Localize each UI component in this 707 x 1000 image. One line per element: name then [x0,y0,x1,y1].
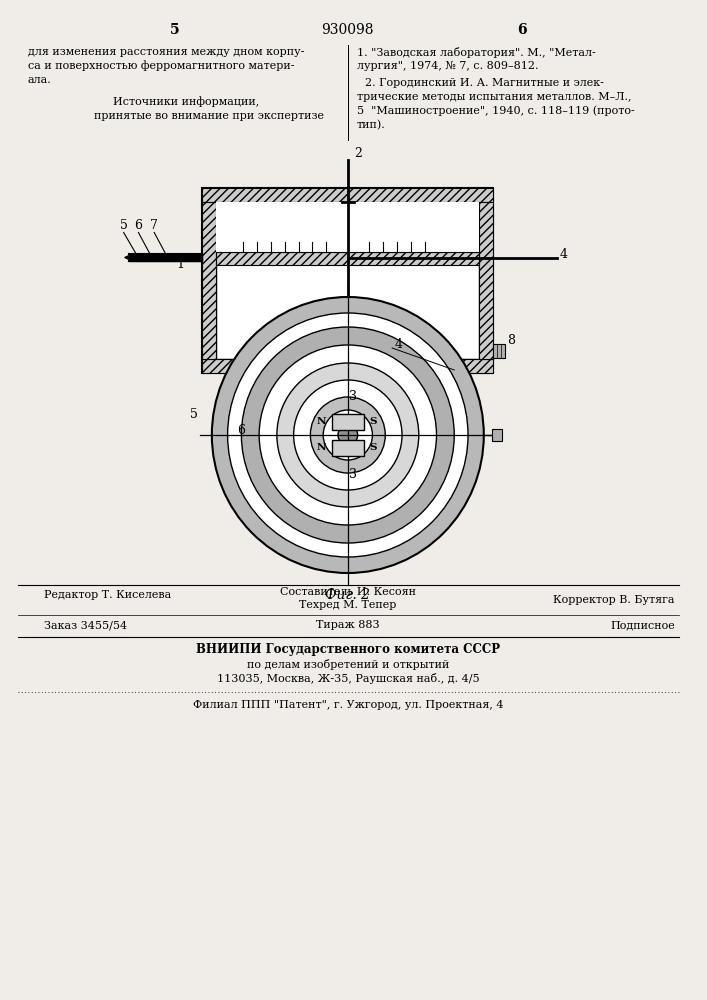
Bar [479,202,493,359]
Text: Источники информации,: Источники информации, [113,97,259,107]
Text: 113035, Москва, Ж-35, Раушская наб., д. 4/5: 113035, Москва, Ж-35, Раушская наб., д. … [216,672,479,684]
Text: Фиг. 2: Фиг. 2 [325,588,370,602]
Text: Техред М. Тепер: Техред М. Тепер [299,600,397,610]
Bar [216,202,479,251]
Text: S: S [366,314,373,322]
Text: N: N [322,314,331,322]
Text: для изменения расстояния между дном корпу-: для изменения расстояния между дном корп… [28,47,304,57]
Text: 6: 6 [134,219,142,232]
Circle shape [293,380,402,490]
Text: 2: 2 [354,147,361,160]
Bar [202,359,493,372]
Text: N: N [317,418,326,426]
Text: Корректор В. Бутяга: Корректор В. Бутяга [554,595,675,605]
Text: 6: 6 [238,424,245,436]
Circle shape [241,327,454,543]
Text: 7: 7 [151,219,158,232]
Text: Филиал ППП "Патент", г. Ужгород, ул. Проектная, 4: Филиал ППП "Патент", г. Ужгород, ул. Про… [192,700,503,710]
Bar [332,414,363,430]
Text: Составитель И. Кесоян: Составитель И. Кесоян [280,587,416,597]
Circle shape [323,410,373,460]
Text: 3: 3 [349,468,357,481]
Circle shape [212,297,484,573]
Circle shape [277,363,419,507]
Bar [335,308,361,328]
Text: 8: 8 [507,334,515,347]
Text: Редактор Т. Киселева: Редактор Т. Киселева [45,590,172,600]
Text: Фиг. 1: Фиг. 1 [325,400,370,414]
Text: Тираж 883: Тираж 883 [316,620,380,630]
Bar [332,440,363,456]
Bar [491,429,501,441]
Text: 3: 3 [351,332,358,344]
Text: 5: 5 [119,219,127,232]
Bar [202,188,493,202]
Bar [129,254,202,261]
Circle shape [310,397,385,473]
Text: N: N [317,444,326,452]
Text: 930098: 930098 [322,23,374,37]
Text: 4: 4 [395,338,403,352]
Text: са и поверхностью ферромагнитного матери-: са и поверхностью ферромагнитного матери… [28,61,294,71]
Text: 5  "Машиностроение", 1940, с. 118–119 (прото-: 5 "Машиностроение", 1940, с. 118–119 (пр… [357,106,634,116]
Circle shape [228,313,468,557]
Text: ВНИИПИ Государственного комитета СССР: ВНИИПИ Государственного комитета СССР [196,644,500,656]
Text: трические методы испытания металлов. М–Л.,: трические методы испытания металлов. М–Л… [357,92,631,102]
Bar [216,202,479,359]
Circle shape [259,345,436,525]
Bar [216,251,479,264]
Text: 5: 5 [170,23,179,37]
Circle shape [338,425,358,445]
Text: 1: 1 [177,258,185,271]
Text: тип).: тип). [357,120,385,130]
Text: S: S [370,418,377,426]
Text: по делам изобретений и открытий: по делам изобретений и открытий [247,658,449,670]
Text: Подписное: Подписное [610,620,675,630]
Text: 2. Городинский И. А. Магнитные и элек-: 2. Городинский И. А. Магнитные и элек- [365,78,604,88]
Text: ала.: ала. [28,75,52,85]
Text: 6: 6 [518,23,527,37]
Text: 3: 3 [349,389,357,402]
Text: 5: 5 [190,408,198,422]
Text: S: S [370,444,377,452]
Text: принятые во внимание при экспертизе: принятые во внимание при экспертизе [93,111,324,121]
Bar [202,188,493,372]
Text: 1. "Заводская лаборатория". М., "Метал-: 1. "Заводская лаборатория". М., "Метал- [357,46,595,57]
Text: лургия", 1974, № 7, с. 809–812.: лургия", 1974, № 7, с. 809–812. [357,61,538,71]
Text: Заказ 3455/54: Заказ 3455/54 [45,620,127,630]
Bar [202,202,216,359]
Bar [493,344,505,358]
Text: 4: 4 [560,248,568,261]
